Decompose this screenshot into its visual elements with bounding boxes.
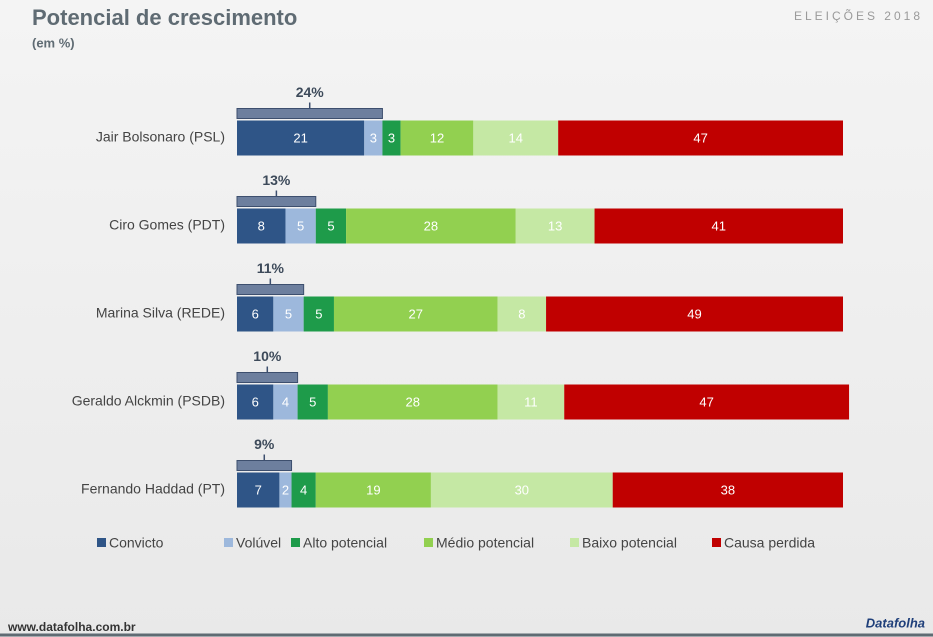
category-label: Ciro Gomes (PDT) [109, 217, 225, 233]
total-label: 11% [257, 260, 285, 276]
bar-segment [382, 120, 401, 156]
data-label: 41 [712, 218, 726, 233]
data-label: 6 [252, 394, 259, 409]
bar-segment [237, 120, 365, 156]
category-label: Jair Bolsonaro (PSL) [96, 129, 225, 145]
total-bracket [236, 108, 383, 119]
data-label: 47 [693, 130, 707, 145]
bar-segment [515, 208, 595, 244]
bar-segment [237, 296, 274, 332]
category-label: Geraldo Alckmin (PSDB) [72, 393, 225, 409]
bar-segment [400, 120, 474, 156]
data-label: 11 [524, 394, 538, 409]
bar-segment [558, 120, 843, 156]
bar-segment [237, 384, 274, 420]
total-label: 13% [262, 172, 291, 188]
legend-swatch [291, 538, 300, 547]
data-label: 5 [297, 218, 304, 233]
total-label: 24% [296, 84, 325, 100]
legend-swatch [424, 538, 433, 547]
data-label: 6 [252, 306, 259, 321]
bar-segment [291, 472, 316, 508]
category-label: Fernando Haddad (PT) [81, 481, 225, 497]
total-bracket [236, 284, 305, 295]
bar-segment [346, 208, 516, 244]
bar-segment [497, 384, 565, 420]
data-label: 5 [315, 306, 322, 321]
data-label: 49 [687, 306, 701, 321]
data-label: 5 [327, 218, 334, 233]
chart-subtitle: (em %) [32, 35, 75, 50]
data-label: 4 [282, 394, 289, 409]
data-label: 28 [424, 218, 438, 233]
legend-swatch [712, 538, 721, 547]
legend-swatch [97, 538, 106, 547]
data-label: 21 [293, 130, 307, 145]
legend-swatch [224, 538, 233, 547]
data-label: 5 [285, 306, 292, 321]
bar-segment [473, 120, 559, 156]
bar-segment [279, 472, 292, 508]
bar-segment [237, 208, 286, 244]
data-label: 28 [406, 394, 420, 409]
data-label: 19 [366, 482, 380, 497]
total-bracket [236, 372, 299, 383]
bar-segment [612, 472, 843, 508]
legend-label: Baixo potencial [582, 535, 677, 551]
bar-segment [564, 384, 850, 420]
bar-segment [315, 472, 431, 508]
bar-segment [237, 472, 280, 508]
data-label: 5 [309, 394, 316, 409]
category-label: Marina Silva (REDE) [96, 305, 225, 321]
data-label: 3 [388, 130, 395, 145]
total-bracket [236, 460, 293, 471]
data-label: 30 [515, 482, 529, 497]
bar-segment [430, 472, 613, 508]
total-bracket [236, 196, 317, 207]
legend-label: Médio potencial [436, 535, 534, 551]
legend-label: Causa perdida [724, 535, 815, 551]
data-label: 4 [300, 482, 307, 497]
bar-segment [546, 296, 843, 332]
bar-segment [497, 296, 547, 332]
bar-segment [315, 208, 347, 244]
legend-label: Convicto [109, 535, 164, 551]
data-label: 3 [370, 130, 377, 145]
bar-segment [285, 208, 316, 244]
legend-label: Volúvel [236, 535, 281, 551]
data-label: 8 [258, 218, 265, 233]
legend-label: Alto potencial [303, 535, 387, 551]
data-label: 13 [548, 218, 562, 233]
bar-segment [327, 384, 498, 420]
legend-swatch [570, 538, 579, 547]
data-label: 8 [518, 306, 525, 321]
data-label: 47 [699, 394, 713, 409]
bar-segment [297, 384, 328, 420]
bar-segment [333, 296, 498, 332]
source: www.datafolha.com.br [7, 620, 136, 634]
bar-segment [364, 120, 383, 156]
bar-segment [273, 384, 298, 420]
data-label: 2 [282, 482, 289, 497]
data-label: 27 [409, 306, 423, 321]
data-label: 7 [255, 482, 262, 497]
data-label: 12 [430, 130, 444, 145]
bar-segment [273, 296, 304, 332]
chart-title: Potencial de crescimento [32, 5, 297, 30]
data-label: 14 [509, 130, 523, 145]
bar-segment [594, 208, 843, 244]
total-label: 9% [254, 436, 275, 452]
data-label: 38 [721, 482, 735, 497]
bar-segment [303, 296, 334, 332]
logo: Datafolha [866, 615, 925, 630]
brand: ELEIÇÕES 2018 [794, 8, 923, 23]
total-label: 10% [253, 348, 282, 364]
